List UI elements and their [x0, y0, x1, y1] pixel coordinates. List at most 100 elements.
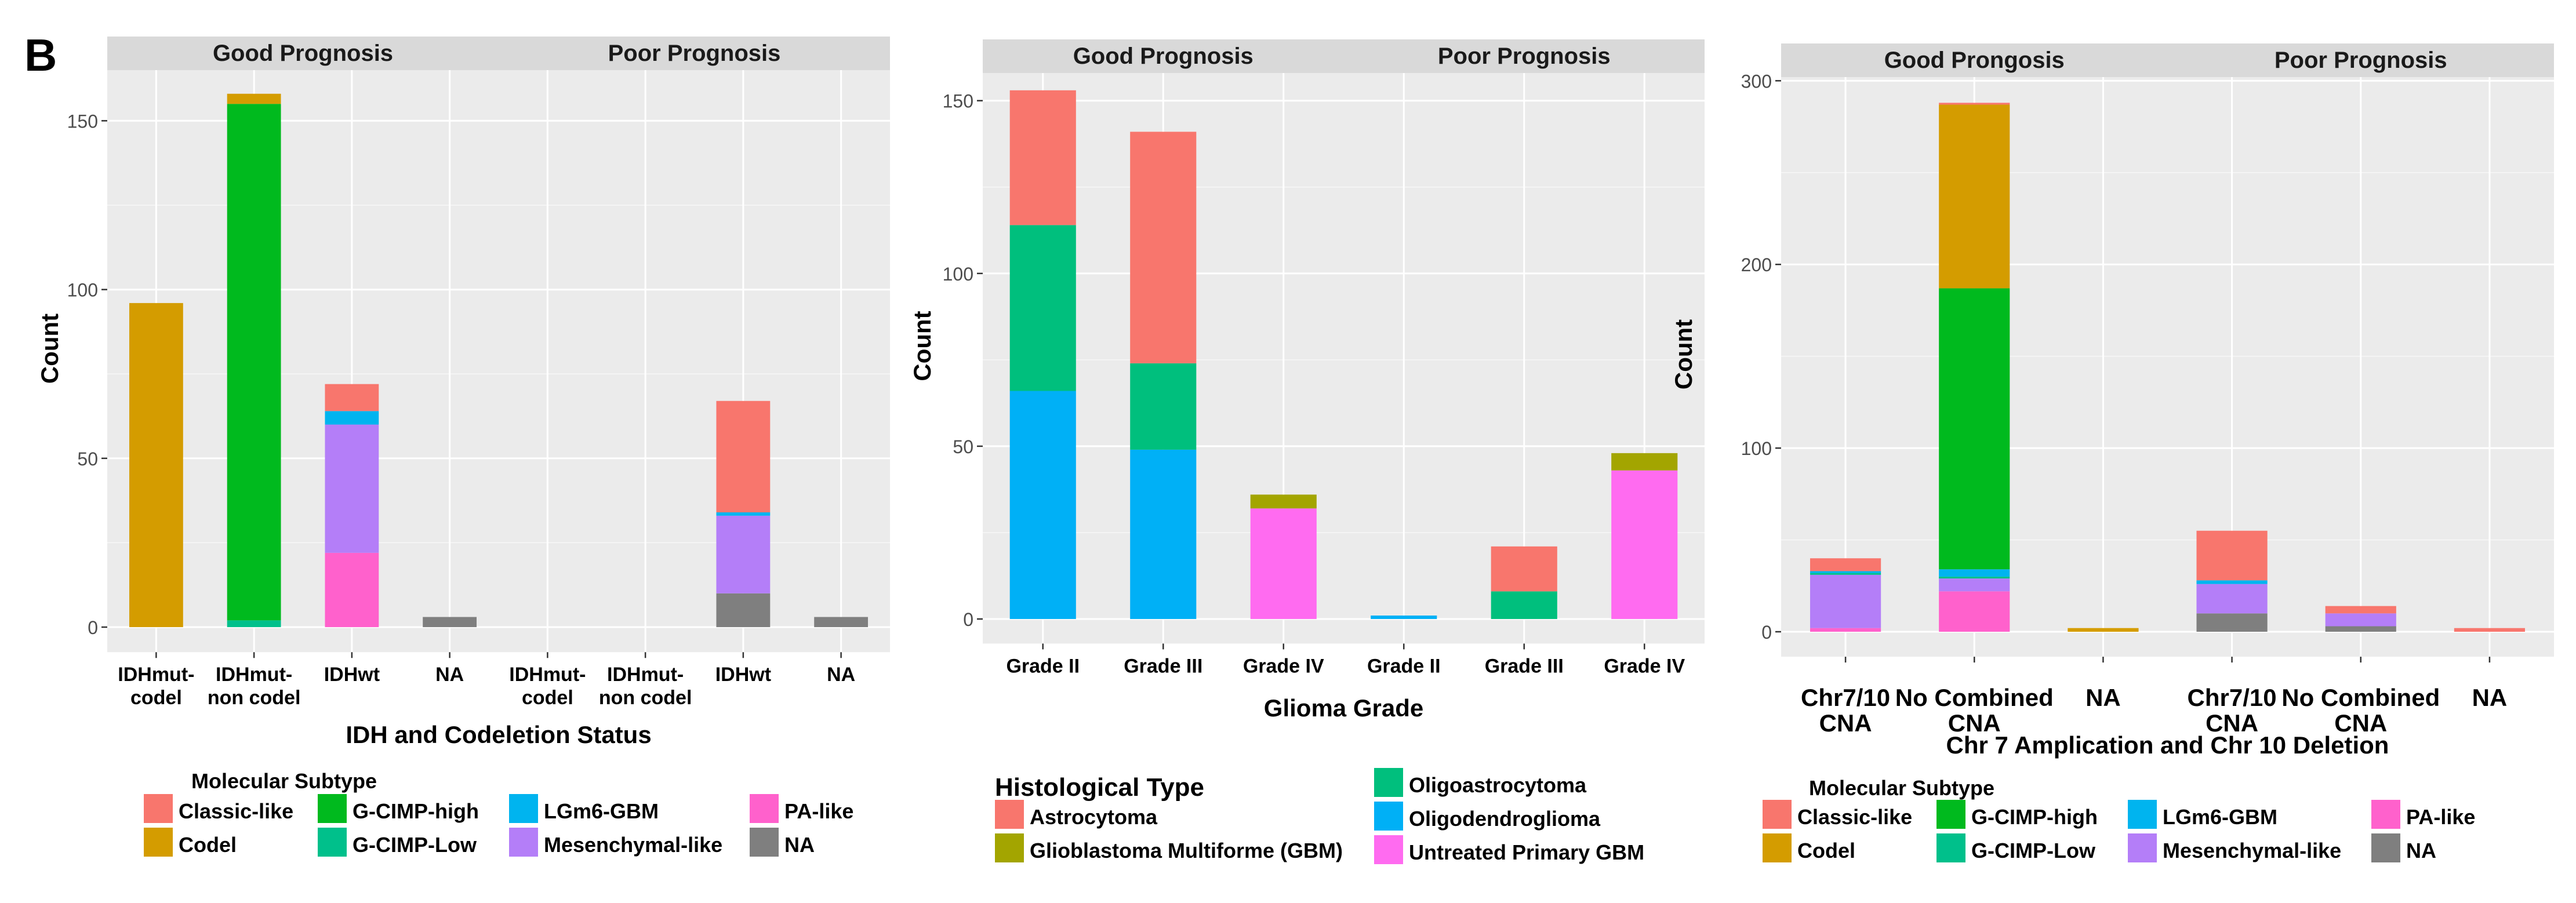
x-tick-label: NA	[2472, 684, 2508, 711]
x-tick-label-line: NA	[435, 664, 464, 686]
facet-strip-label: Good Prognosis	[213, 41, 393, 66]
legend: Molecular Subtype Classic-like Codel G-CIMP…	[144, 769, 853, 857]
facet-strip	[1781, 43, 2168, 77]
bar-segment	[2196, 580, 2268, 584]
x-tick-label: Grade III	[1485, 655, 1564, 677]
legend-label: NA	[784, 833, 815, 857]
legend-key	[1763, 833, 1792, 862]
legend-key	[318, 828, 347, 857]
x-tick-label-line: non codel	[208, 687, 301, 709]
bar-segment	[1130, 132, 1197, 363]
x-tick-label: IDHwt	[715, 664, 771, 686]
bar-segment	[1611, 453, 1678, 471]
chart-2: Good Prognosis Poor Prognosis 0 50 100 150 Gra…	[909, 39, 1705, 864]
legend-label: Codel	[179, 833, 237, 857]
bar-segment	[2454, 628, 2526, 632]
plot-panel	[499, 70, 890, 653]
x-tick-label: Grade IV	[1604, 655, 1685, 677]
bar-segment	[129, 303, 183, 627]
bar-segment	[227, 620, 281, 627]
facet-strip	[1343, 39, 1705, 73]
legend-label: G-CIMP-Low	[353, 833, 477, 857]
y-tick-label: 50	[953, 436, 973, 457]
x-tick-label-line: CNA	[1948, 709, 2001, 737]
x-axis-title: IDH and Codeletion Status	[346, 721, 651, 748]
x-tick-label-line: Grade III	[1124, 655, 1202, 677]
bar-segment	[1810, 571, 1881, 573]
bar-segment	[1939, 578, 2010, 592]
legend-label: PA-like	[2406, 805, 2475, 829]
bar-segment	[1810, 574, 1881, 628]
bar-segment	[1611, 470, 1678, 619]
bar-segment	[1939, 569, 2010, 577]
legend-key	[1374, 802, 1403, 831]
bar-segment	[2068, 628, 2139, 632]
legend-label: Oligoastrocytoma	[1409, 773, 1587, 797]
charts-group: Good Prognosis Poor Prognosis 0 50 100 150 IDH…	[36, 37, 2554, 864]
bar-segment	[716, 593, 771, 627]
bar-segment	[1810, 573, 1881, 575]
y-tick-label: 50	[77, 449, 98, 469]
bar-segment	[1009, 90, 1076, 225]
x-tick-label-line: IDHmut-	[607, 664, 684, 686]
bar-segment	[423, 617, 477, 627]
legend-title: Molecular Subtype	[1809, 776, 1994, 800]
x-tick-label-line: NA	[2085, 684, 2121, 711]
legend-key	[1374, 835, 1403, 864]
x-tick-label-line: IDHmut-	[216, 664, 292, 686]
x-tick-label-line: No Combined	[1895, 684, 2054, 711]
bar-segment	[716, 515, 771, 593]
legend-key	[1763, 800, 1792, 829]
legend-label: Classic-like	[179, 799, 293, 823]
x-tick-label-line: Chr7/10	[1801, 684, 1890, 711]
legend-key	[509, 794, 538, 823]
x-tick-label-line: CNA	[1819, 709, 1872, 737]
x-tick-label: No Combined CNA	[2281, 684, 2440, 737]
facet-strip	[499, 37, 890, 70]
panel-label: B	[24, 30, 57, 81]
bar-segment	[1250, 508, 1317, 619]
legend-key	[1374, 768, 1403, 797]
legend-label: Classic-like	[1797, 805, 1912, 829]
bar-segment	[2196, 584, 2268, 614]
bar-segment	[2325, 606, 2396, 614]
x-tick-label-line: NA	[2472, 684, 2508, 711]
legend-label: G-CIMP-high	[1971, 805, 2098, 829]
legend-key	[2128, 800, 2157, 829]
x-tick-label-line: IDHwt	[324, 664, 380, 686]
x-tick-label-line: Grade III	[1485, 655, 1564, 677]
legend-key	[318, 794, 347, 823]
bar-segment	[325, 384, 379, 412]
y-axis-title: Count	[909, 311, 936, 381]
y-tick-label: 100	[943, 264, 973, 285]
legend-key	[2371, 833, 2400, 862]
x-tick-label-line: IDHwt	[715, 664, 771, 686]
legend-label: Oligodendroglioma	[1409, 807, 1601, 831]
facet-strip	[107, 37, 499, 70]
bar-segment	[325, 424, 379, 553]
y-axis-title: Count	[1670, 319, 1697, 389]
legend-label: Glioblastoma Multiforme (GBM)	[1030, 839, 1343, 862]
legend-key	[995, 800, 1024, 829]
x-tick-label-line: Grade IV	[1604, 655, 1685, 677]
legend-key	[144, 828, 173, 857]
x-tick-label: Chr7/10 CNA	[2188, 684, 2277, 737]
x-axis-title: Glioma Grade	[1264, 694, 1423, 722]
bar-segment	[227, 104, 281, 621]
legend-title: Molecular Subtype	[191, 769, 377, 793]
bar-segment	[1250, 494, 1317, 509]
x-tick-label: Chr7/10 CNA	[1801, 684, 1890, 737]
legend-label: NA	[2406, 839, 2436, 862]
x-tick-label-line: IDHmut-	[118, 664, 194, 686]
legend-title: Histological Type	[995, 773, 1204, 802]
bar-segment	[716, 512, 771, 516]
bar-segment	[1939, 103, 2010, 105]
legend-label: G-CIMP-high	[353, 799, 479, 823]
x-tick-label: NA	[2085, 684, 2121, 711]
y-tick-label: 150	[67, 111, 98, 132]
x-tick-label-line: codel	[130, 687, 182, 709]
x-tick-label-line: CNA	[2334, 709, 2387, 737]
legend-key	[750, 828, 779, 857]
legend-key	[1936, 800, 1965, 829]
bar-segment	[1371, 616, 1437, 619]
